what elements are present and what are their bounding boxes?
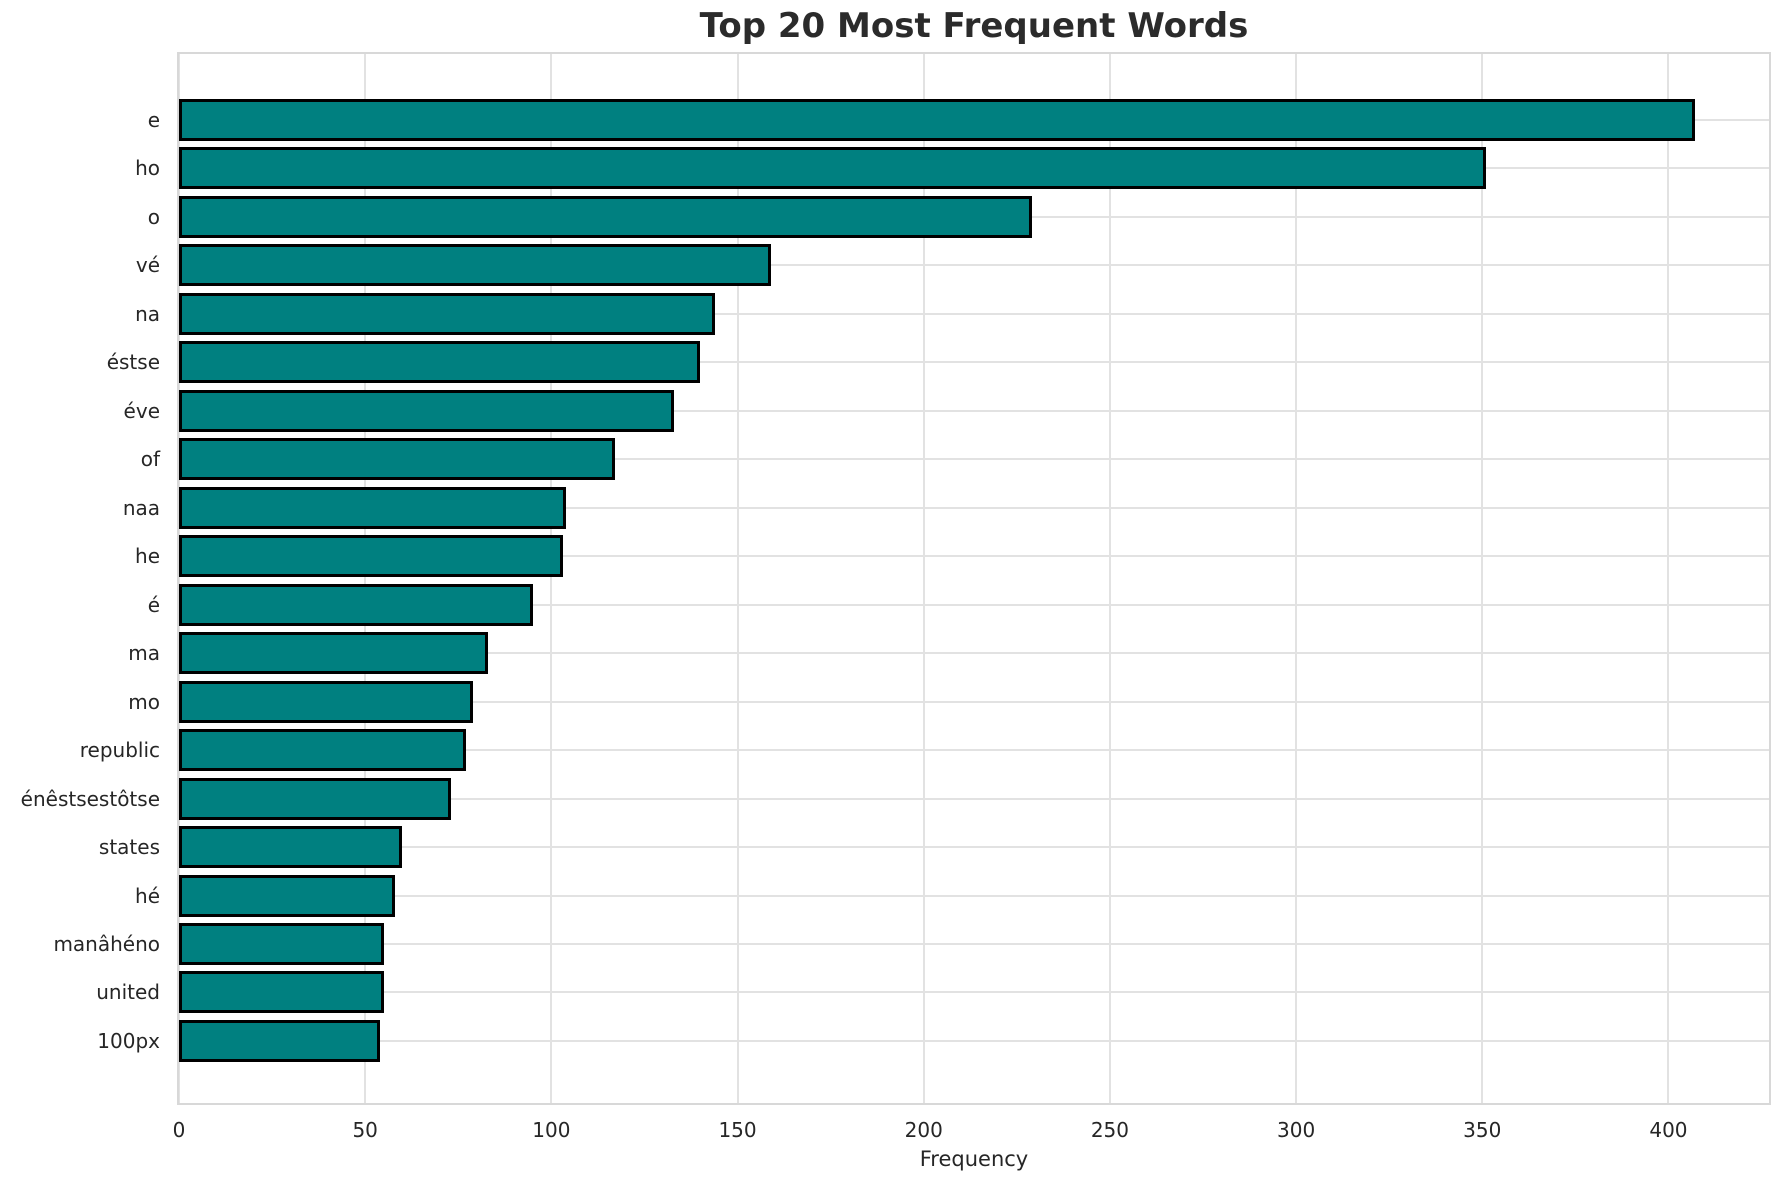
- bar-states: [179, 826, 403, 869]
- bar-éstse: [179, 341, 701, 384]
- plot-area: [177, 52, 1771, 1105]
- bar-mo: [179, 680, 474, 723]
- bar-100px: [179, 1019, 381, 1062]
- x-tick-label: 400: [1649, 1118, 1688, 1142]
- vertical-gridline: [922, 54, 925, 1103]
- y-tick-label: of: [140, 447, 160, 472]
- y-tick-label: o: [147, 204, 160, 229]
- bar-hé: [179, 874, 395, 917]
- bar-e: [179, 99, 1695, 141]
- horizontal-gridline: [179, 942, 1769, 945]
- y-tick-label: é: [147, 592, 160, 617]
- horizontal-gridline: [179, 1039, 1769, 1042]
- bar-naa: [179, 486, 567, 529]
- vertical-gridline: [1108, 54, 1111, 1103]
- horizontal-gridline: [179, 700, 1769, 703]
- vertical-gridline: [736, 54, 739, 1103]
- y-tick-label: states: [98, 835, 160, 860]
- bar-republic: [179, 729, 466, 772]
- x-tick-label: 350: [1463, 1118, 1502, 1142]
- y-tick-label: na: [135, 301, 160, 326]
- y-tick-label: éstse: [106, 350, 160, 375]
- bar-vé: [179, 244, 772, 287]
- horizontal-gridline: [179, 264, 1769, 267]
- x-tick-label: 0: [172, 1118, 186, 1142]
- vertical-gridline: [1295, 54, 1298, 1103]
- x-tick-label: 250: [1090, 1118, 1129, 1142]
- horizontal-gridline: [179, 361, 1769, 364]
- y-tick-label: ho: [135, 156, 160, 181]
- horizontal-gridline: [179, 797, 1769, 800]
- bar-o: [179, 195, 1032, 238]
- bar-ma: [179, 632, 489, 675]
- y-tick-label: republic: [79, 738, 160, 763]
- x-tick-label: 200: [904, 1118, 943, 1142]
- bar-of: [179, 438, 615, 481]
- vertical-gridline: [179, 54, 180, 1103]
- bar-united: [179, 971, 384, 1014]
- horizontal-gridline: [179, 603, 1769, 606]
- bar-ho: [179, 147, 1486, 190]
- x-axis-label: Frequency: [919, 1147, 1029, 1171]
- horizontal-gridline: [179, 894, 1769, 897]
- bar-manâhéno: [179, 922, 384, 965]
- horizontal-gridline: [179, 555, 1769, 558]
- y-tick-label: naa: [122, 495, 160, 520]
- y-tick-label: éve: [123, 398, 160, 423]
- y-tick-label: hé: [135, 883, 160, 908]
- vertical-gridline: [364, 54, 367, 1103]
- x-tick-label: 50: [352, 1118, 378, 1142]
- horizontal-gridline: [179, 312, 1769, 315]
- horizontal-gridline: [179, 458, 1769, 461]
- y-tick-label: manâhéno: [53, 931, 160, 956]
- bar-énêstsestôtse: [179, 777, 451, 820]
- y-tick-label: e: [147, 108, 160, 132]
- bar-he: [179, 535, 563, 578]
- chart-title: Top 20 Most Frequent Words: [699, 6, 1249, 46]
- y-tick-label: 100px: [97, 1028, 160, 1053]
- horizontal-gridline: [179, 506, 1769, 509]
- horizontal-gridline: [179, 991, 1769, 994]
- x-tick-label: 300: [1277, 1118, 1316, 1142]
- horizontal-gridline: [179, 652, 1769, 655]
- bar-na: [179, 292, 716, 335]
- x-tick-label: 150: [718, 1118, 757, 1142]
- horizontal-gridline: [179, 846, 1769, 849]
- horizontal-gridline: [179, 409, 1769, 412]
- vertical-gridline: [550, 54, 553, 1103]
- vertical-gridline: [1667, 54, 1670, 1103]
- y-tick-label: mo: [128, 689, 160, 714]
- y-tick-label: united: [96, 980, 160, 1005]
- vertical-gridline: [1481, 54, 1484, 1103]
- x-tick-label: 100: [532, 1118, 571, 1142]
- bar-éve: [179, 389, 675, 432]
- y-tick-label: ma: [128, 641, 160, 666]
- y-tick-label: he: [135, 544, 160, 569]
- y-tick-label: énêstsestôtse: [20, 786, 160, 811]
- horizontal-gridline: [179, 749, 1769, 752]
- bar-é: [179, 583, 533, 626]
- y-tick-label: vé: [135, 253, 160, 278]
